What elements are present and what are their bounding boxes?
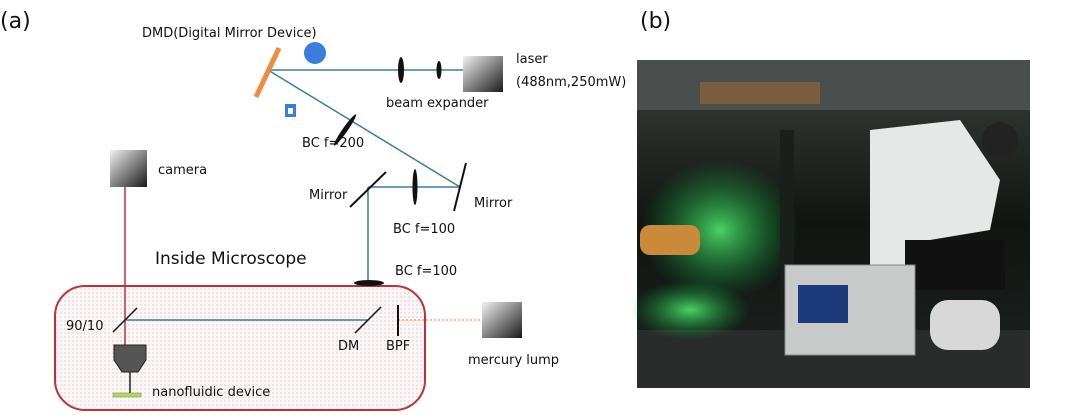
photo-ring	[640, 225, 700, 255]
mirror-right-label: Mirror	[474, 196, 513, 211]
photo	[630, 60, 1030, 388]
camera-box	[110, 150, 147, 187]
beam	[268, 70, 460, 187]
objective	[114, 345, 146, 372]
inside-microscope-label: Inside Microscope	[155, 249, 307, 269]
dmd-dot	[304, 42, 326, 64]
photo-shelf	[637, 60, 1030, 110]
nanofluidic-label: nanofluidic device	[152, 385, 270, 400]
photo-controller	[930, 300, 1000, 350]
dm-label: DM	[338, 339, 359, 354]
photo-glow	[630, 280, 750, 340]
photo-eyepiece	[982, 122, 1018, 158]
camera-label: camera	[158, 163, 207, 178]
bc-200-label: BC f=200	[302, 136, 364, 151]
dmd-label: DMD(Digital Mirror Device)	[142, 26, 317, 41]
laser-label: laser	[516, 52, 548, 67]
bc-100-lower-label: BC f=100	[395, 264, 457, 279]
nanofluidic-slide	[113, 393, 141, 397]
mercury-lamp-label: mercury lump	[468, 353, 559, 368]
laser-spec: (488nm,250mW)	[516, 75, 626, 90]
panel-label: (b)	[640, 9, 671, 34]
lens	[437, 61, 442, 79]
mercury-lamp-box	[482, 302, 522, 338]
splitter-label: 90/10	[66, 319, 103, 334]
lens	[354, 280, 384, 286]
figure: (a) DMD(Digital Mirror Device) laser (48…	[0, 0, 1072, 415]
beam-expander-label: beam expander	[386, 96, 489, 111]
photo-stage	[905, 240, 1005, 290]
laser-box	[463, 56, 503, 92]
photo-generator-screen	[798, 285, 848, 323]
mirror-left-label: Mirror	[309, 188, 348, 203]
dmd-square-inner	[288, 108, 293, 114]
panel-label: (a)	[0, 9, 31, 34]
bc-100-upper-label: BC f=100	[393, 222, 455, 237]
photo-boxes	[700, 82, 820, 104]
lens	[413, 169, 418, 205]
lens	[398, 57, 404, 83]
bpf-label: BPF	[386, 339, 410, 354]
dmd-mirror	[256, 48, 279, 97]
